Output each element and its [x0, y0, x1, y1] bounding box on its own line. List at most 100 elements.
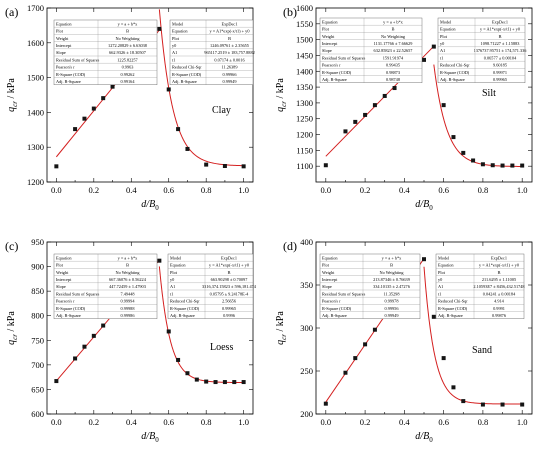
x-tick-label: 0.4 [399, 417, 410, 427]
y-tick-label: 1200 [27, 177, 44, 187]
data-point [213, 380, 218, 385]
y-tick-label: 1350 [296, 82, 313, 92]
y-tick-label: 1700 [27, 3, 44, 13]
table-value: 0.99965 [493, 77, 507, 82]
table-key: Model [438, 255, 450, 260]
table-key: Adj. R-Square [322, 77, 347, 82]
y-tick-label: 350 [300, 280, 313, 290]
data-point [343, 370, 348, 375]
table-value: y = a + b*x [118, 21, 138, 26]
exp-fit-curve [433, 64, 523, 167]
table-key: Weight [322, 270, 335, 275]
data-point [241, 380, 246, 385]
x-tick-label: 0.2 [360, 185, 371, 195]
data-point [323, 401, 328, 406]
x-tick-label: 1.0 [238, 185, 249, 195]
exp-fit-curve [158, 266, 244, 384]
table-key: t1 [172, 57, 175, 62]
table-key: Equation [56, 255, 72, 260]
data-point [157, 258, 162, 263]
y-tick-label: 1400 [27, 107, 44, 117]
table-key: Adj. R-Square [170, 313, 195, 318]
data-point [54, 379, 59, 384]
y-tick-label: 1600 [296, 3, 313, 13]
table-key: R-Square (COD) [322, 306, 352, 311]
table-key: Weight [56, 270, 69, 275]
table-value: y = a + b*x [383, 19, 403, 24]
table-key: R-Square (COD) [56, 72, 86, 77]
data-point [185, 146, 190, 151]
table-key: Adj. R-Square [56, 79, 81, 84]
data-point [461, 150, 466, 155]
linear-fit-table: Equation y = a + b*x Plot B Weight No Weighti… [53, 19, 158, 86]
table-key: Pearson's r [56, 299, 75, 304]
table-value: B [390, 263, 393, 268]
table-key: Adj. R-Square [172, 79, 197, 84]
x-tick-label: 0.2 [89, 185, 100, 195]
table-key: Equation [172, 29, 188, 34]
x-axis-label: d/B0 [415, 199, 433, 212]
data-point [372, 103, 377, 108]
table-value: 0.99876 [492, 313, 507, 318]
table-value: 0.99971 [493, 70, 507, 75]
x-axis-label: d/B0 [141, 431, 159, 444]
table-value: B [228, 36, 231, 41]
table-value: 632.85823 ± 22.52657 [374, 48, 414, 53]
table-key: Slope [322, 48, 332, 53]
table-value: 447.72459 ± 1.47903 [109, 284, 146, 289]
table-key: Plot [322, 263, 330, 268]
table-value: 0.99978 [385, 299, 399, 304]
table-key: R-Square (COD) [172, 72, 202, 77]
x-tick-label: 0.4 [126, 417, 137, 427]
table-key: Weight [322, 34, 335, 39]
x-tick-label: 0.6 [438, 417, 449, 427]
table-key: Residual Sum of Squares [322, 55, 366, 60]
y-tick-label: 250 [300, 366, 313, 376]
chart-panel-2: 0.0 0.2 0.4 0.6 0.8 1.0 1100 1150 1200 1250 1300 13… [275, 3, 533, 212]
y-axis-label: qcr / kPa [6, 78, 19, 112]
chart-panel-1: 0.0 0.2 0.4 0.6 0.8 1.0 1200 1300 1400 1500 1600 17… [6, 3, 255, 212]
table-value: 11.35298 [384, 291, 400, 296]
table-value: 1272.20829 ± 6.63038 [108, 43, 147, 48]
table-key: Reduced Chi-Sqr [438, 299, 468, 304]
y-tick-label: 650 [31, 384, 44, 394]
data-point [54, 164, 59, 169]
x-tick-label: 1.0 [517, 417, 528, 427]
x-tick-label: 0.6 [438, 185, 449, 195]
table-value: y = A1*exp(-x/t1) + y0 [210, 29, 250, 34]
data-point [157, 26, 162, 31]
x-tick-label: 0.6 [163, 185, 174, 195]
table-value: 0.99164 [121, 79, 136, 84]
y-axis-label: qcr / kPa [275, 78, 288, 112]
data-point [363, 112, 368, 117]
table-value: No Weighting [381, 34, 406, 39]
table-key: y0 [438, 277, 442, 282]
table-value: No Weighting [379, 270, 404, 275]
y-tick-label: 300 [300, 323, 313, 333]
linear-fit-table-box [53, 19, 158, 86]
data-point [353, 356, 358, 361]
table-value: B [126, 263, 129, 268]
x-tick-label: 0.8 [201, 185, 212, 195]
table-key: Slope [56, 50, 66, 55]
y-tick-label: 900 [31, 262, 44, 272]
table-key: y0 [170, 277, 174, 282]
table-value: 1131.17766 ± 7.66629 [374, 41, 413, 46]
table-key: Pearson's r [322, 299, 341, 304]
data-point [73, 127, 78, 132]
table-key: R-Square (COD) [170, 306, 200, 311]
exp-fit-table-box [435, 253, 525, 320]
data-point [480, 402, 485, 407]
data-point [461, 399, 466, 404]
table-value: 0.99988 [121, 306, 135, 311]
table-value: No Weighting [115, 36, 140, 41]
data-point [101, 96, 106, 101]
y-tick-label: 950 [31, 237, 44, 247]
table-value: 4.914 [494, 299, 505, 304]
table-value: 0.98873 [386, 70, 400, 75]
table-value: ExpDec1 [492, 19, 508, 24]
table-key: Plot [170, 270, 178, 275]
table-value: No Weighting [115, 270, 140, 275]
data-point [110, 84, 115, 89]
data-point [520, 163, 525, 168]
